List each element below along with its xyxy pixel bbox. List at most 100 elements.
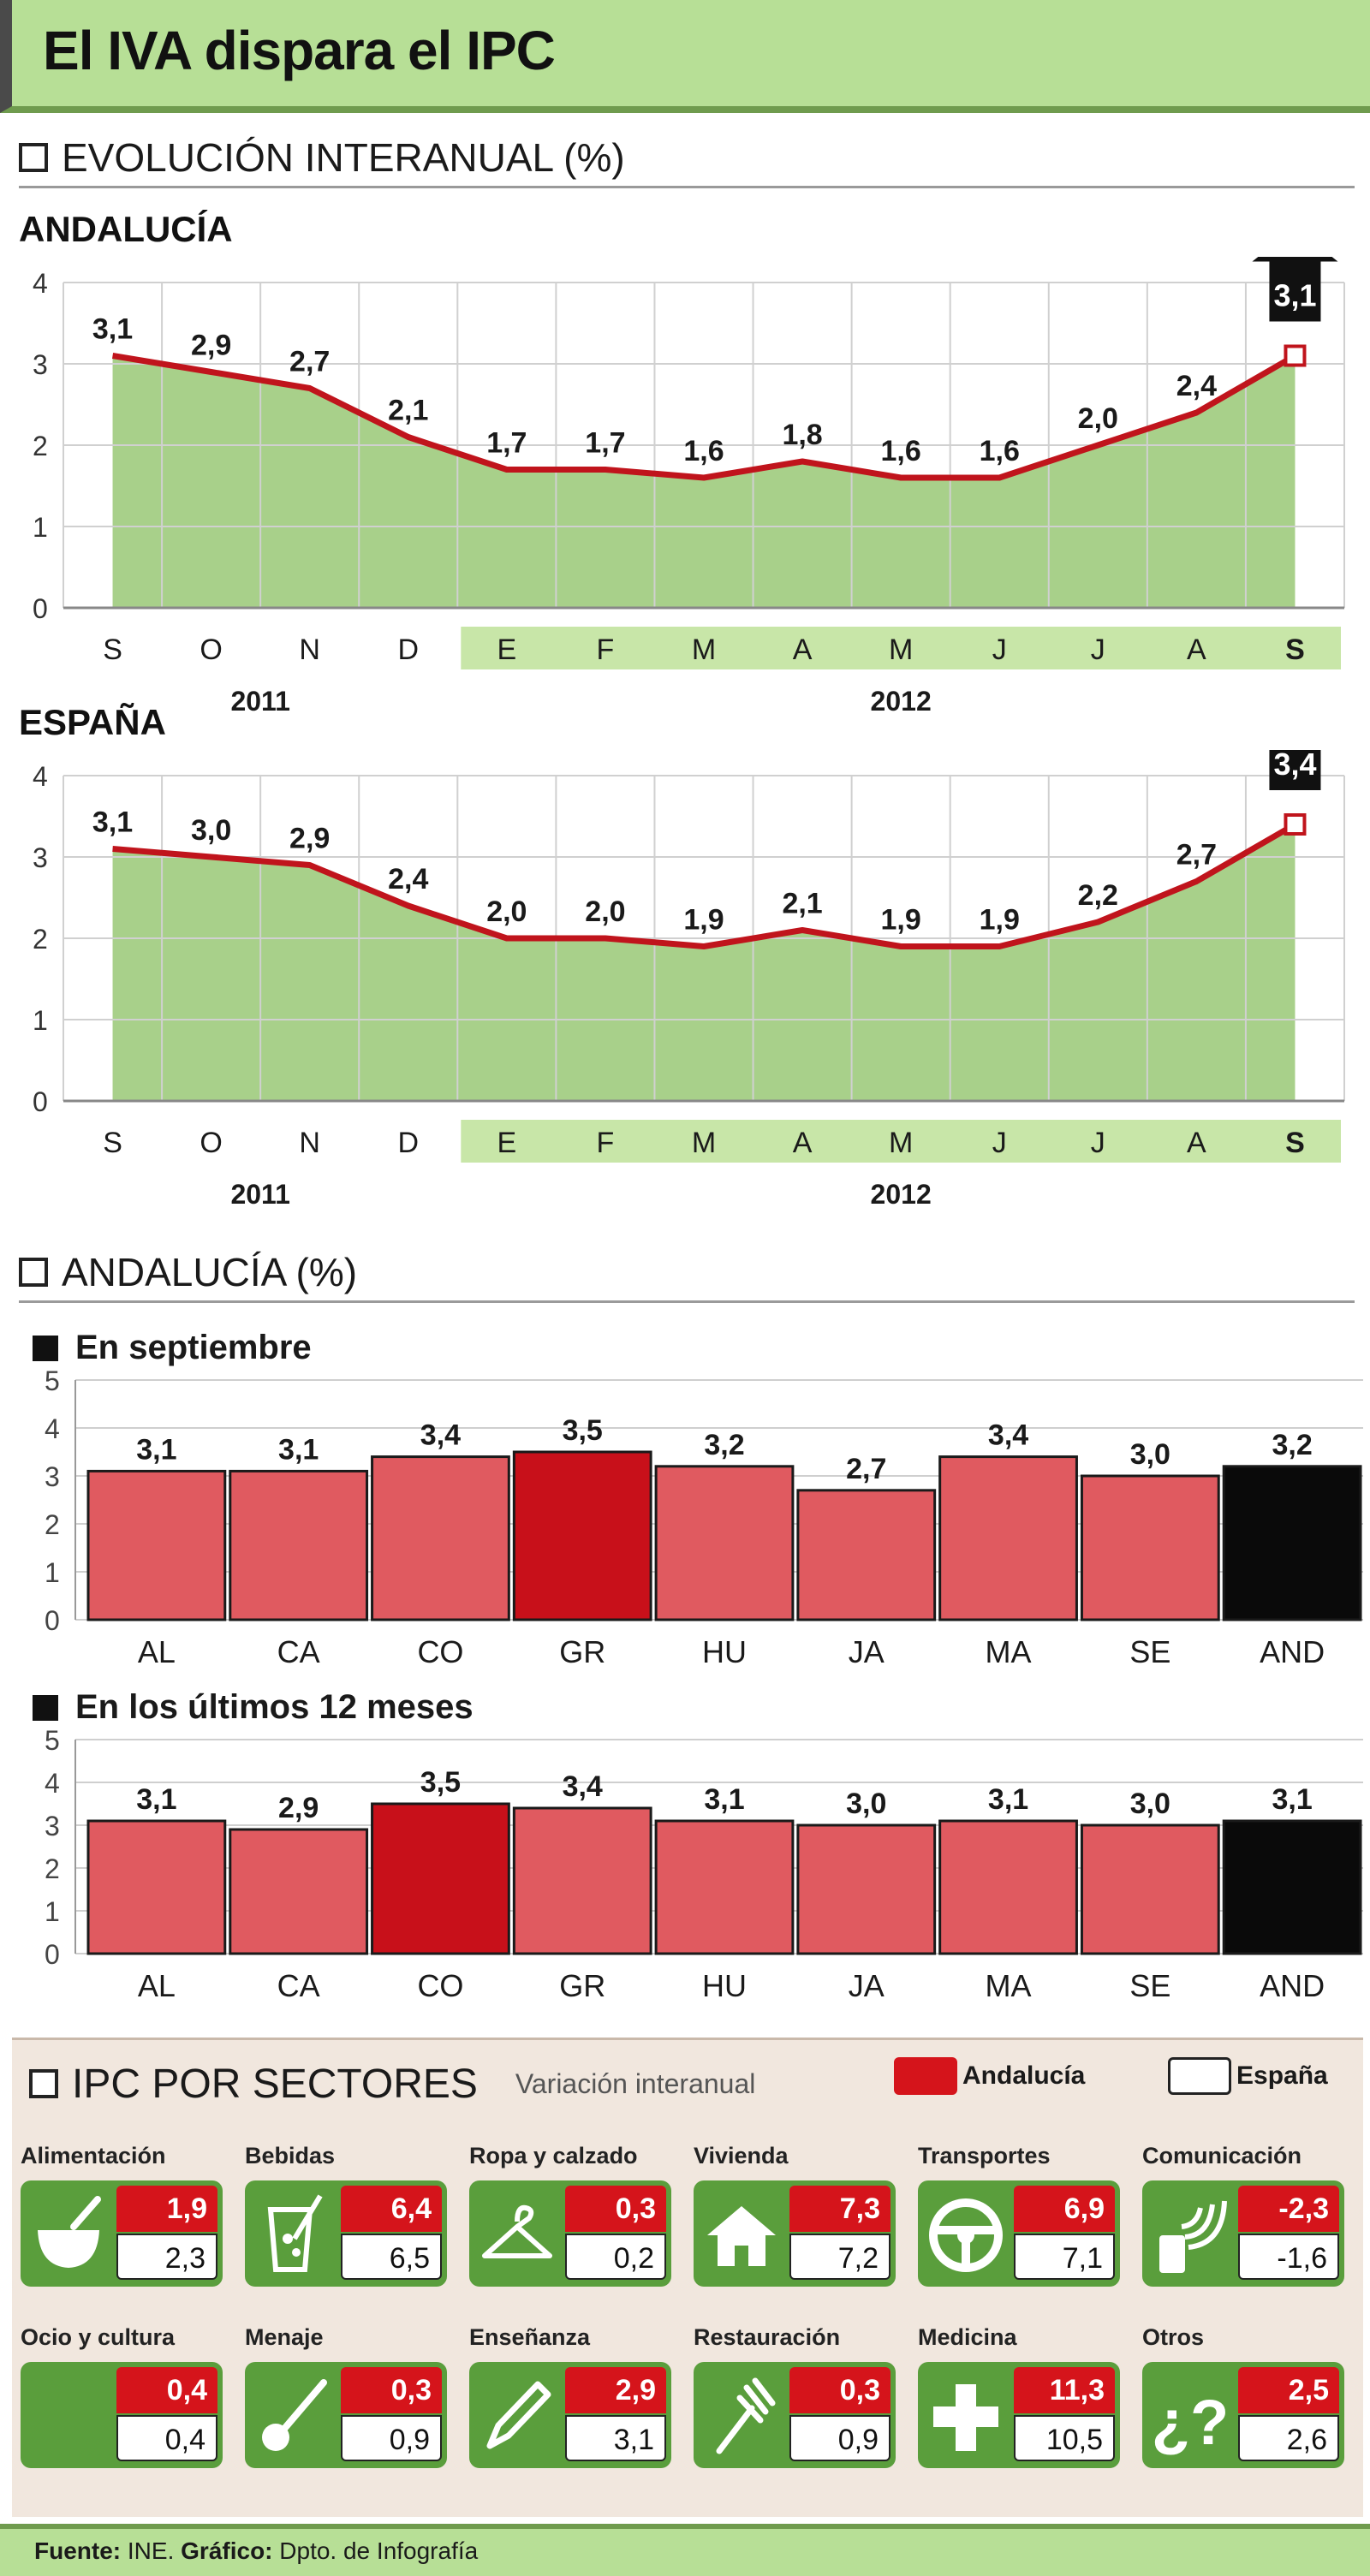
steering-wheel-icon	[929, 2198, 1003, 2272]
x-tick-label: A	[1187, 634, 1206, 666]
series-line	[111, 353, 1297, 481]
data-label: 3,1	[92, 806, 133, 839]
sector-tile: Menaje 0,3 0,9	[245, 2324, 450, 2470]
x-tick-label: J	[992, 1127, 1007, 1159]
blank-icon	[26, 2369, 111, 2461]
data-label: 2,2	[1078, 879, 1118, 912]
sector-tile: Vivienda 7,3 7,2	[694, 2143, 899, 2288]
up-arrow-icon	[1269, 750, 1321, 790]
data-label: 1,6	[683, 435, 724, 467]
x-tick-label: O	[200, 634, 222, 666]
data-label: 2,9	[191, 330, 231, 362]
andalucia-value: 0,3	[565, 2186, 666, 2232]
source-value: INE.	[127, 2537, 175, 2564]
x-tick-label: J	[1091, 634, 1105, 666]
data-label: 1,6	[980, 435, 1020, 467]
andalucia-value: 0,4	[116, 2367, 217, 2413]
legend-espana: España	[1168, 2057, 1328, 2095]
year-label: 2011	[230, 1179, 289, 1210]
data-label: 3,0	[1130, 1438, 1170, 1471]
bar-ma	[938, 1819, 1078, 1955]
phone-signal-icon	[1159, 2200, 1227, 2273]
data-label: 2,0	[1078, 402, 1118, 435]
data-label: 2,0	[585, 895, 625, 928]
glass-straw-icon	[267, 2194, 323, 2272]
x-tick-label: SE	[1129, 1968, 1170, 2003]
espana-value: 7,2	[789, 2234, 890, 2280]
sector-card: ¿? 2,5 2,6	[1142, 2362, 1344, 2468]
x-tick-label: E	[497, 634, 517, 666]
x-tick-label: D	[397, 634, 419, 666]
data-label: 2,0	[486, 895, 527, 928]
y-tick-label: 0	[33, 1086, 48, 1117]
x-tick-label: HU	[702, 1634, 747, 1669]
andalucia-value: 2,5	[1238, 2367, 1339, 2413]
data-label: 3,0	[191, 814, 231, 847]
pencil-icon	[486, 2381, 551, 2449]
sector-name: Bebidas	[245, 2143, 336, 2168]
bar-ja	[796, 1489, 937, 1621]
y-tick-label: 5	[45, 1729, 60, 1756]
title-bar: El IVA dispara el IPC	[0, 0, 1370, 113]
sector-card: 6,4 6,5	[245, 2180, 447, 2287]
bar-se	[1080, 1823, 1220, 1955]
sector-card: 2,9 3,1	[469, 2362, 671, 2468]
last-point-marker	[1284, 813, 1307, 836]
x-tick-label: AND	[1260, 1968, 1325, 2003]
espana-value: 2,3	[116, 2234, 217, 2280]
x-tick-label: N	[299, 1127, 320, 1159]
x-tick-label: JA	[849, 1634, 885, 1669]
x-tick-label: M	[889, 1127, 913, 1159]
x-tick-label: S	[103, 1127, 122, 1159]
data-label: 3,4	[420, 1419, 461, 1452]
y-tick-label: 2	[45, 1509, 60, 1540]
last-point-marker	[1284, 344, 1307, 367]
espana-value: 3,1	[565, 2415, 666, 2461]
sector-name: Ropa y calzado	[469, 2143, 638, 2168]
bar-and	[1222, 1819, 1362, 1955]
sector-name: Comunicación	[1142, 2143, 1302, 2168]
sector-name: Transportes	[918, 2143, 1051, 2168]
data-label: 1,7	[585, 427, 625, 460]
graphic-label: Gráfico:	[181, 2537, 273, 2564]
sector-name: Menaje	[245, 2324, 324, 2350]
last-value-label: 3,4	[1273, 750, 1316, 782]
year-label: 2012	[871, 686, 932, 717]
bar-co	[371, 1802, 510, 1955]
espana-value: 0,2	[565, 2234, 666, 2280]
data-label: 2,4	[1176, 370, 1217, 402]
andalucia-value: 0,3	[341, 2367, 442, 2413]
sector-tile: Alimentación 1,9 2,3	[21, 2143, 226, 2288]
sectors-header: IPC POR SECTORES Variación interanual	[29, 2054, 1348, 2114]
data-label: 3,1	[136, 1433, 176, 1466]
bar-ja	[796, 1823, 937, 1955]
sector-tile: Ocio y cultura 0,4 0,4	[21, 2324, 226, 2470]
y-tick-label: 1	[33, 512, 48, 543]
sectors-subtitle: Variación interanual	[515, 2067, 756, 2099]
espana-value: 6,5	[341, 2234, 442, 2280]
sector-tile: Enseñanza 2,9 3,1	[469, 2324, 675, 2470]
section-header-andalucia: ANDALUCÍA (%)	[19, 1243, 1355, 1303]
x-tick-label: E	[497, 1127, 517, 1159]
legend-label: Andalucía	[962, 2061, 1086, 2090]
data-label: 1,9	[980, 904, 1020, 937]
y-tick-label: 1	[45, 1896, 60, 1927]
andalucia-value: 7,3	[789, 2186, 890, 2232]
espana-value: -1,6	[1238, 2234, 1339, 2280]
year-label: 2012	[871, 1179, 932, 1210]
data-label: 3,5	[563, 1414, 603, 1447]
sector-name: Ocio y cultura	[21, 2324, 176, 2350]
sector-card: 11,3 10,5	[918, 2362, 1120, 2468]
andalucia-value: 6,9	[1014, 2186, 1115, 2232]
espana-value: 0,9	[789, 2415, 890, 2461]
data-label: 3,0	[846, 1788, 886, 1820]
svg-text:¿?: ¿?	[1152, 2387, 1229, 2458]
bar-hu	[654, 1465, 795, 1621]
y-tick-label: 2	[33, 924, 48, 955]
bar-and	[1222, 1465, 1362, 1621]
sector-card: 0,3 0,9	[694, 2362, 896, 2468]
x-tick-label: J	[992, 634, 1007, 666]
sector-card: 6,9 7,1	[918, 2180, 1120, 2287]
sector-card: -2,3 -1,6	[1142, 2180, 1344, 2287]
square-bullet-icon	[33, 1694, 58, 1721]
